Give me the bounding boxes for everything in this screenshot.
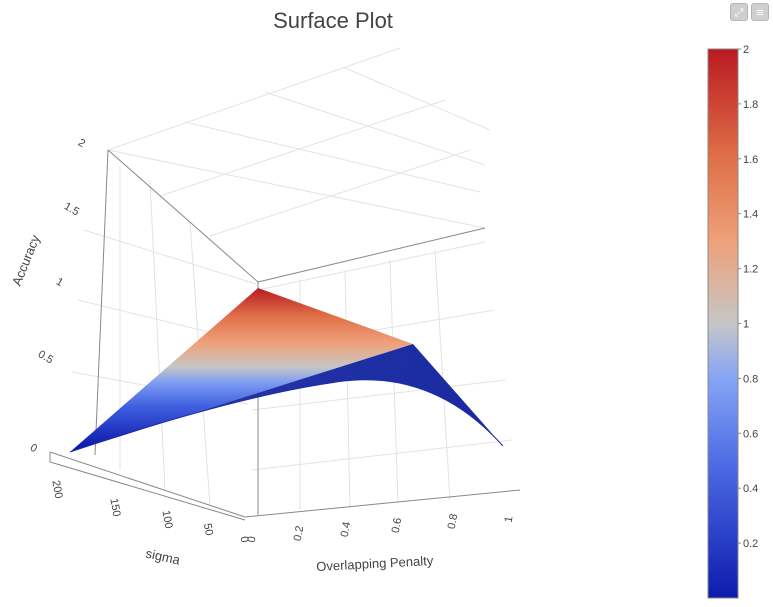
hamburger-menu-icon[interactable]: ≡ [751,3,769,21]
x-tick-label: 0.2 [292,525,306,542]
colorbar-tick-label: 2 [743,44,749,56]
z-tick-label: 2 [76,137,87,150]
y-tick-label: 200 [49,479,64,499]
x-tick-label: 1 [503,515,516,523]
z-axis-ticks: 2 1.5 1 0.5 0 [28,137,87,455]
colorbar-tick-label: 1 [743,319,749,331]
z-tick-label: 0.5 [36,348,55,366]
colorbar-tick-label: 1.8 [743,99,758,111]
x-tick-label: 0.6 [390,517,404,534]
y-tick-label: 100 [159,509,174,529]
chart-title: Surface Plot [273,8,393,33]
expand-glyph: ⤢ [734,5,744,19]
grid-lines [71,47,513,510]
chart-toolbar: ⤢ ≡ [730,3,769,21]
z-tick-label: 1 [54,276,65,289]
x-axis-title: Overlapping Penalty [316,553,434,574]
surface-ridge [69,379,504,453]
y-axis-ticks: 200 150 100 50 0 [49,479,250,543]
expand-icon[interactable]: ⤢ [730,3,748,21]
z-tick-label: 0 [28,442,39,455]
z-tick-label: 1.5 [62,200,81,218]
colorbar-tick-label: 0.8 [743,373,758,385]
colorbar-tick-label: 0.4 [743,483,758,495]
y-axis-title: sigma [144,546,182,568]
colorbar-tick-label: 0.6 [743,428,758,440]
surface-near-face [70,344,503,452]
colorbar [707,48,739,599]
x-tick-label: 0.8 [446,513,460,530]
x-tick-label: 0 [246,535,259,543]
colorbar-tick-label: 1.4 [743,209,758,221]
y-tick-label: 50 [201,522,215,536]
y-tick-label: 0 [238,535,251,543]
y-tick-label: 150 [107,497,122,517]
z-axis-title: Accuracy [9,232,43,288]
x-axis-ticks: 0 0.2 0.4 0.6 0.8 1 [246,513,516,544]
surface-far-face [70,288,413,452]
colorbar-tick-label: 0.2 [743,538,758,550]
colorbar-ticks: 0.2 0.4 0.6 0.8 1 1.2 1.4 1.6 1.8 2 [738,44,758,550]
colorbar-tick-label: 1.6 [743,154,758,166]
menu-glyph: ≡ [755,5,765,19]
x-tick-label: 0.4 [339,521,353,538]
colorbar-tick-label: 1.2 [743,264,758,276]
